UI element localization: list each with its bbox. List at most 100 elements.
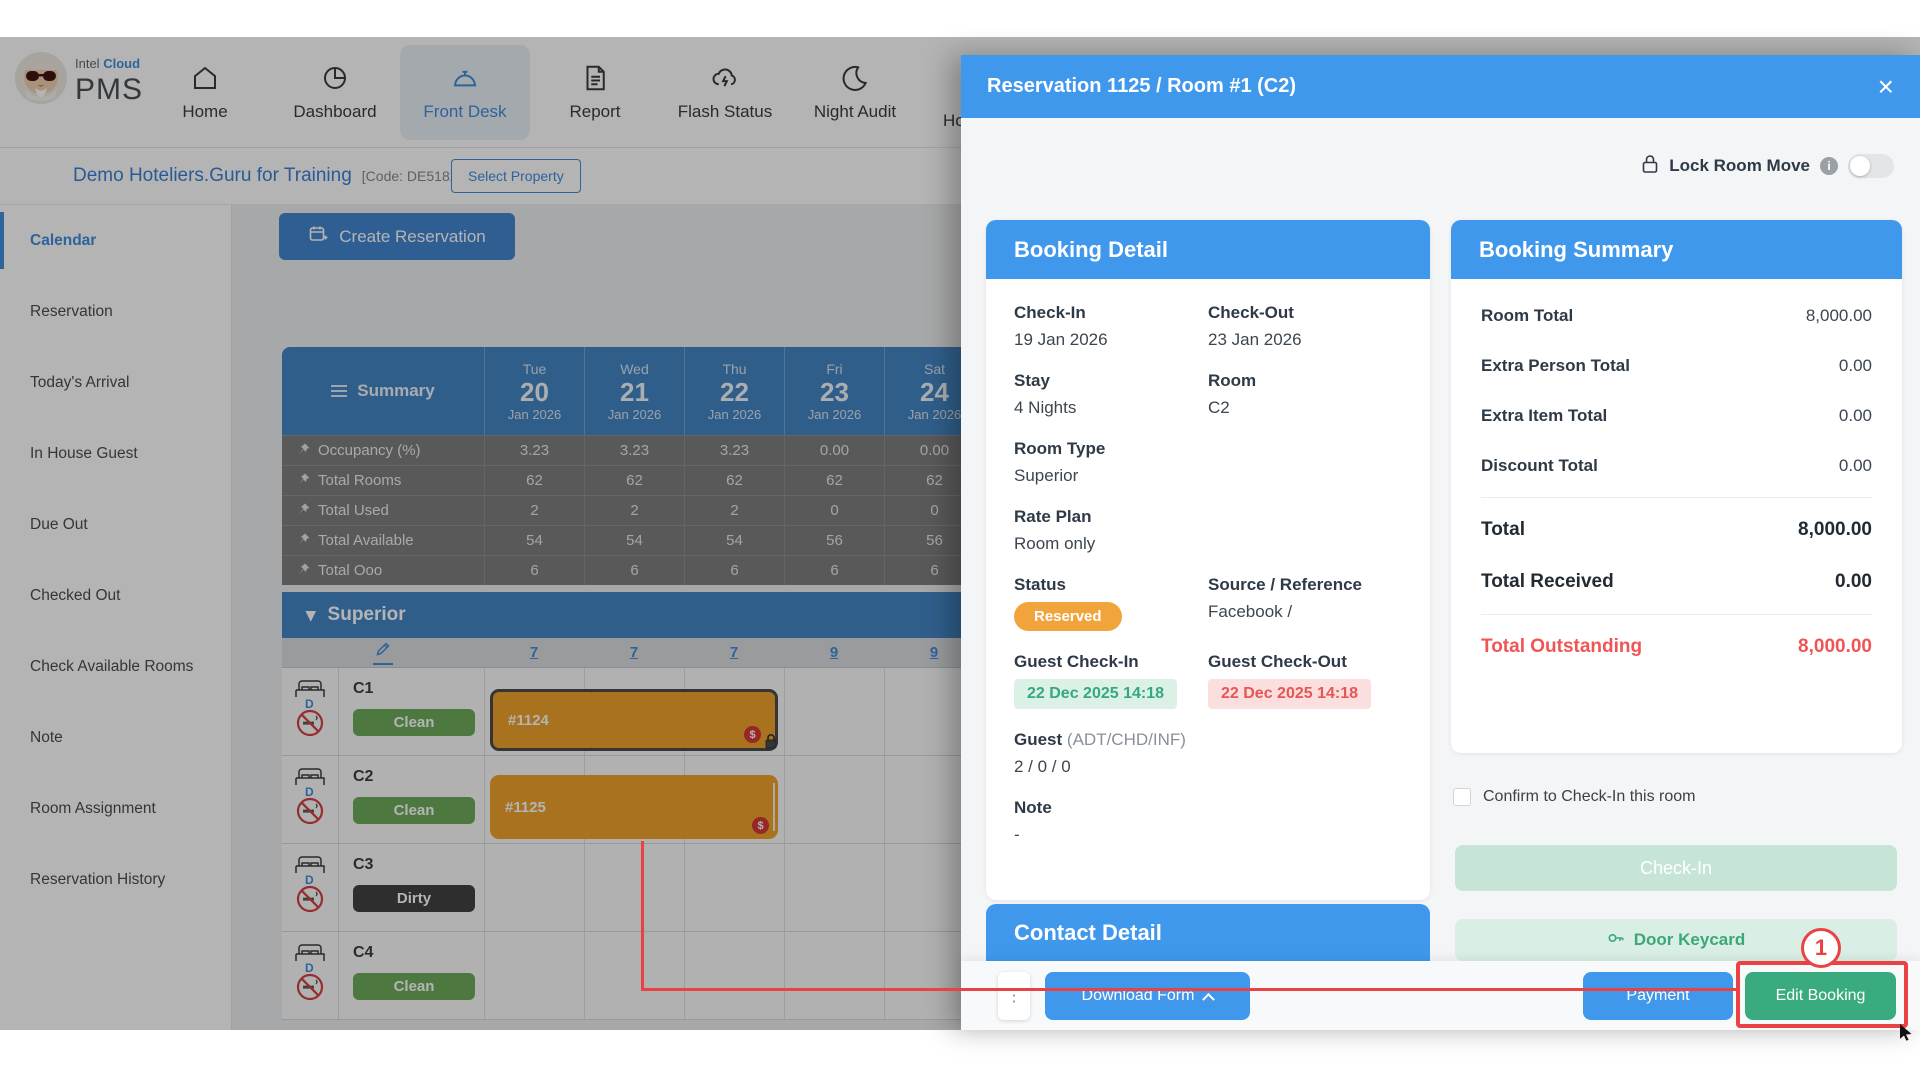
day-header: Wed 21 Jan 2026 xyxy=(584,347,684,435)
nav-report[interactable]: Report xyxy=(530,37,660,148)
modal-title: Reservation 1125 / Room #1 (C2) xyxy=(987,75,1297,97)
chevron-up-icon xyxy=(1202,992,1216,1006)
availability-link[interactable]: 7 xyxy=(729,644,739,661)
moon-icon xyxy=(840,63,870,93)
app-logo: Intel Cloud PMS xyxy=(15,52,143,109)
check-in-button[interactable]: Check-In xyxy=(1455,845,1897,891)
bed-type-label: D xyxy=(305,873,314,887)
day-header: Thu 22 Jan 2026 xyxy=(684,347,784,435)
nav-menu: Home Dashboard Front Desk Report Flash S… xyxy=(140,37,920,148)
bed-type-label: D xyxy=(305,697,314,711)
sidebar-item-reservation[interactable]: Reservation xyxy=(30,302,113,320)
booking-summary-title: Booking Summary xyxy=(1451,220,1902,279)
availability-link[interactable]: 9 xyxy=(929,644,939,661)
guest-label: Guest (ADT/CHD/INF) xyxy=(1014,730,1186,749)
stay-value: 4 Nights xyxy=(1014,398,1077,417)
download-form-label: Download Form xyxy=(1081,987,1195,1004)
availability-link[interactable]: 9 xyxy=(829,644,839,661)
pin-icon xyxy=(298,472,310,489)
pin-icon xyxy=(298,532,310,549)
nav-housekeeping-partial[interactable]: Ho xyxy=(943,111,965,130)
menu-icon xyxy=(331,382,348,400)
summary-row-total-outstanding: Total Outstanding 8,000.00 xyxy=(1481,636,1872,657)
lock-room-move-toggle[interactable] xyxy=(1848,154,1894,178)
summary-row-total: Total 8,000.00 xyxy=(1481,519,1872,540)
status-label: Status xyxy=(1014,575,1066,594)
dashboard-icon xyxy=(320,63,350,93)
nav-home[interactable]: Home xyxy=(140,37,270,148)
sidebar-item-reservation-history[interactable]: Reservation History xyxy=(30,870,166,888)
rate-plan-label: Rate Plan xyxy=(1014,507,1092,526)
reservation-bar-1124[interactable]: #1124 $ xyxy=(490,689,778,751)
mouse-cursor xyxy=(1899,1024,1914,1046)
room-label: Room xyxy=(1208,371,1257,390)
nav-front-desk[interactable]: Front Desk xyxy=(400,45,530,140)
lock-icon xyxy=(763,733,779,753)
confirm-check-in-checkbox[interactable] xyxy=(1453,788,1471,806)
summary-row-room-total: Room Total 8,000.00 xyxy=(1481,306,1872,325)
reservation-bar-label: #1125 xyxy=(505,798,546,816)
bed-icon: D xyxy=(294,854,326,887)
edit-rates-icon[interactable] xyxy=(373,641,393,665)
annotation-line-vertical xyxy=(641,841,644,991)
lock-room-move-row: Lock Room Move i xyxy=(1641,151,1894,181)
nav-dashboard-label: Dashboard xyxy=(293,102,377,121)
summary-header-cell[interactable]: Summary xyxy=(282,347,484,435)
check-in-label: Check-In xyxy=(1014,303,1086,322)
payment-due-icon: $ xyxy=(744,726,761,743)
check-out-value: 23 Jan 2026 xyxy=(1208,330,1302,349)
room-code: C2 xyxy=(353,768,374,785)
download-form-button[interactable]: Download Form xyxy=(1045,972,1250,1020)
confirm-check-in-row: Confirm to Check-In this room xyxy=(1453,788,1696,806)
nav-night-audit-label: Night Audit xyxy=(813,102,897,121)
booking-detail-card: Booking Detail Check-In 19 Jan 2026 Check… xyxy=(986,220,1430,900)
resize-handle[interactable] xyxy=(773,783,775,831)
availability-link[interactable]: 7 xyxy=(629,644,639,661)
room-row-c3: D C3 Dirty xyxy=(282,844,984,932)
modal-header: Reservation 1125 / Room #1 (C2) × xyxy=(961,55,1920,118)
sidebar-item-in-house-guest[interactable]: In House Guest xyxy=(30,444,138,462)
info-icon[interactable]: i xyxy=(1820,157,1838,175)
sidebar-item-room-assignment[interactable]: Room Assignment xyxy=(30,799,156,817)
sidebar-item-calendar[interactable]: Calendar xyxy=(0,205,231,276)
lock-room-move-label: Lock Room Move xyxy=(1669,156,1810,175)
bell-icon xyxy=(449,63,481,93)
nav-night-audit[interactable]: Night Audit xyxy=(790,37,920,148)
create-reservation-button[interactable]: Create Reservation xyxy=(279,213,515,260)
room-type-section-superior[interactable]: ▾ Superior xyxy=(282,592,984,638)
availability-link[interactable]: 7 xyxy=(529,644,539,661)
day-header: Fri 23 Jan 2026 xyxy=(784,347,884,435)
payment-button[interactable]: Payment xyxy=(1583,972,1733,1020)
check-out-label: Check-Out xyxy=(1208,303,1294,322)
sidebar-item-check-available-rooms[interactable]: Check Available Rooms xyxy=(30,657,194,675)
sidebar-item-note[interactable]: Note xyxy=(30,728,63,746)
no-smoking-icon xyxy=(295,884,325,919)
reservation-bar-1125[interactable]: #1125 $ xyxy=(490,775,778,839)
sidebar-item-due-out[interactable]: Due Out xyxy=(30,515,88,533)
edit-booking-button[interactable]: Edit Booking xyxy=(1745,972,1896,1020)
logo-pms: PMS xyxy=(75,72,144,106)
bed-type-label: D xyxy=(305,785,314,799)
check-in-value: 19 Jan 2026 xyxy=(1014,330,1108,349)
nav-flash-status[interactable]: Flash Status xyxy=(660,37,790,148)
availability-row: 7 7 7 9 9 xyxy=(282,638,984,668)
padlock-icon xyxy=(1641,154,1659,179)
collapse-icon: ▾ xyxy=(306,604,316,626)
summary-title: Summary xyxy=(357,381,435,400)
status-badge: Reserved xyxy=(1014,602,1122,631)
more-actions-button[interactable]: ⋮ xyxy=(998,972,1030,1020)
payment-due-icon: $ xyxy=(752,817,769,834)
guest-check-out-value: 22 Dec 2025 14:18 xyxy=(1208,679,1371,709)
close-icon[interactable]: × xyxy=(1877,70,1894,102)
sidebar-item-checked-out[interactable]: Checked Out xyxy=(30,586,121,604)
annotation-step-badge: 1 xyxy=(1801,928,1841,968)
booking-summary-card: Booking Summary Room Total 8,000.00 Extra… xyxy=(1451,220,1902,753)
nav-dashboard[interactable]: Dashboard xyxy=(270,37,400,148)
confirm-check-in-label: Confirm to Check-In this room xyxy=(1483,788,1696,805)
rate-plan-value: Room only xyxy=(1014,534,1096,553)
summary-row-total-rooms: Total Rooms 62 62 62 62 62 xyxy=(282,465,984,495)
source-label: Source / Reference xyxy=(1208,575,1363,594)
sidebar-item-todays-arrival[interactable]: Today's Arrival xyxy=(30,373,130,391)
select-property-button[interactable]: Select Property xyxy=(451,159,581,193)
